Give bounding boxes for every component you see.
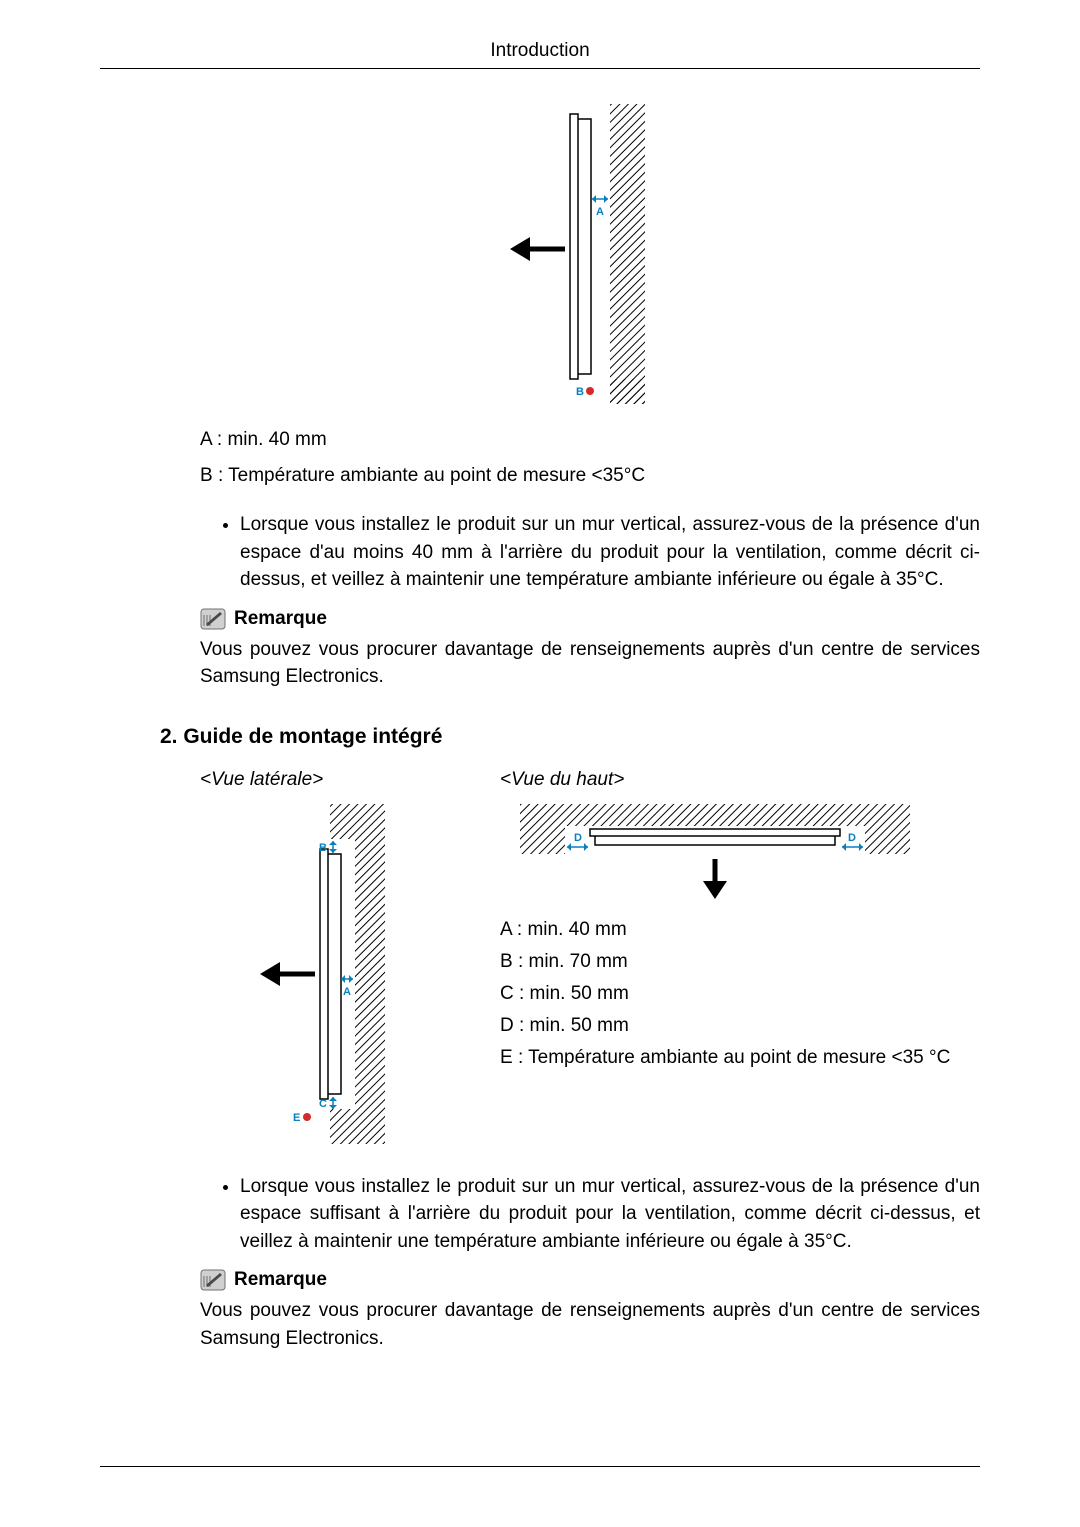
page: Introduction A B (0, 0, 1080, 1527)
wall-mount-diagram-top: A B (480, 99, 700, 409)
svg-text:A: A (596, 206, 604, 218)
header-title: Introduction (490, 40, 589, 61)
svg-text:C: C (319, 1098, 327, 1110)
svg-text:B: B (576, 386, 584, 398)
remarque-heading-2: Remarque (200, 1269, 980, 1291)
remarque-text-2: Vous pouvez vous procurer davantage de r… (200, 1297, 980, 1352)
svg-text:D: D (574, 832, 582, 844)
bullet-list-2: Lorsque vous installez le produit sur un… (200, 1173, 980, 1256)
svg-text:E: E (293, 1112, 300, 1124)
svg-text:A: A (343, 986, 351, 998)
page-header: Introduction (100, 40, 980, 69)
dim-c: C : min. 50 mm (500, 983, 980, 1005)
dim-a: A : min. 40 mm (500, 919, 980, 941)
caption-top-view: <Vue du haut> (500, 769, 980, 791)
dim-d: D : min. 50 mm (500, 1015, 980, 1037)
note-icon (200, 608, 226, 630)
bullet-item: Lorsque vous installez le produit sur un… (240, 1173, 980, 1256)
remarque-text-1: Vous pouvez vous procurer davantage de r… (200, 636, 980, 691)
bullet-list-1: Lorsque vous installez le produit sur un… (200, 511, 980, 594)
column-right: <Vue du haut> (500, 769, 980, 1149)
spec-line-b: B : Température ambiante au point de mes… (200, 465, 980, 487)
diagram-side-view: B A C E (235, 799, 425, 1149)
remarque-label: Remarque (234, 1269, 327, 1291)
footer-rule (100, 1466, 980, 1467)
spec-line-a: A : min. 40 mm (200, 429, 980, 451)
column-left: <Vue latérale> (200, 769, 460, 1149)
remarque-label: Remarque (234, 608, 327, 630)
remarque-heading-1: Remarque (200, 608, 980, 630)
diagram-top-view: D D (500, 799, 930, 904)
svg-text:D: D (848, 832, 856, 844)
dim-b: B : min. 70 mm (500, 951, 980, 973)
dim-e: E : Température ambiante au point de mes… (500, 1047, 980, 1069)
dimension-list: A : min. 40 mm B : min. 70 mm C : min. 5… (500, 919, 980, 1069)
content-area: A B A : min. 40 mm B : Température ambia… (200, 99, 980, 1352)
section-2-heading: 2. Guide de montage intégré (160, 725, 980, 749)
two-column-figures: <Vue latérale> (200, 769, 980, 1149)
bullet-item: Lorsque vous installez le produit sur un… (240, 511, 980, 594)
note-icon (200, 1269, 226, 1291)
caption-side-view: <Vue latérale> (200, 769, 460, 791)
svg-text:B: B (319, 842, 327, 854)
